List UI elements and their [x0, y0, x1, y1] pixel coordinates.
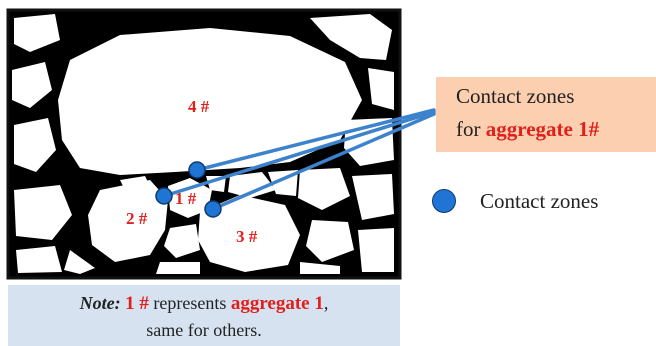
legend-label: Contact zones — [480, 188, 599, 213]
note-box: Note: 1 # represents aggregate 1, same f… — [8, 285, 400, 346]
legend: Contact zones — [432, 186, 598, 216]
note-tail: , — [323, 293, 329, 313]
callout-line-2: for aggregate 1# — [456, 113, 656, 146]
callout-box: Contact zones for aggregate 1# — [436, 77, 656, 152]
callout-emphasis: aggregate 1# — [485, 117, 600, 141]
aggregate-label-4: 4 # — [188, 97, 210, 116]
aggregate-label-2: 2 # — [126, 209, 148, 228]
note-line-2: same for others. — [146, 320, 262, 340]
note-mid: represents — [148, 293, 231, 313]
contact-zone-marker — [155, 187, 173, 205]
leader-line — [195, 108, 436, 172]
note-ref: 1 # — [125, 293, 149, 314]
aggregate-label-3: 3 # — [236, 227, 258, 246]
aggregate-label-1: 1 # — [175, 189, 197, 208]
microstructure-image — [8, 10, 400, 278]
contact-zone-legend-icon — [432, 189, 456, 213]
contact-zone-marker — [188, 161, 206, 179]
leader-lines — [162, 108, 436, 211]
note-lead: Note: — [79, 293, 121, 313]
image-border — [6, 8, 402, 280]
note-line-1: Note: 1 # represents aggregate 1, — [8, 290, 400, 317]
callout-line-1: Contact zones — [456, 84, 575, 108]
note-emphasis: aggregate 1 — [230, 293, 324, 314]
leader-line — [162, 110, 436, 198]
contact-zone-marker — [204, 200, 222, 218]
callout-prefix: for — [456, 117, 486, 141]
leader-line — [211, 112, 436, 211]
